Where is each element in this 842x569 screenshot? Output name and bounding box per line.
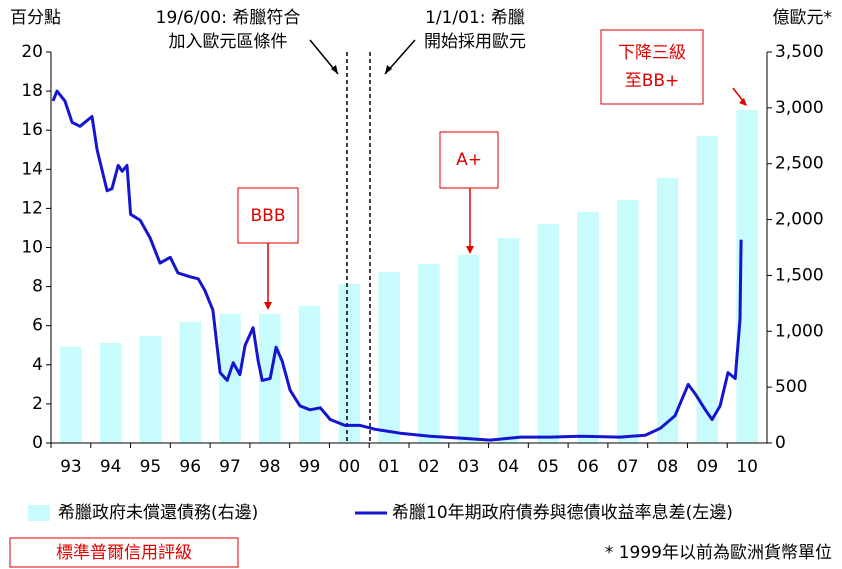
y2-tick-label: 1,500 — [775, 265, 824, 285]
y-tick-label: 20 — [21, 42, 43, 62]
bar — [617, 200, 639, 443]
bar — [378, 272, 400, 443]
rating-label: A+ — [456, 150, 482, 170]
x-tick-label: 08 — [657, 457, 679, 477]
rating-box — [600, 29, 704, 105]
x-tick-label: 99 — [299, 457, 321, 477]
x-tick-label: 03 — [458, 457, 480, 477]
bar — [736, 110, 758, 443]
legend-label: 希臘10年期政府債券與德債收益率息差(左邊) — [392, 503, 733, 523]
event-arrow-head — [385, 65, 392, 74]
ratings-label-box — [9, 537, 239, 568]
bar — [696, 136, 719, 443]
event-label: 開始採用歐元 — [424, 32, 526, 52]
event-label: 19/6/00: 希臘符合 — [156, 8, 301, 28]
x-tick-label: 94 — [100, 457, 122, 477]
rating-arrow-head — [466, 246, 474, 254]
rating-box — [237, 187, 299, 244]
y2-tick-label: 0 — [775, 433, 786, 453]
x-tick-label: 06 — [577, 457, 599, 477]
bar — [60, 346, 82, 443]
bar — [457, 254, 480, 443]
rating-arrow — [732, 87, 744, 102]
ratings-label: 標準普爾信用評級 — [56, 543, 192, 563]
y-tick-label: 8 — [32, 277, 43, 297]
legend-label: 希臘政府未償還債務(右邊) — [58, 503, 258, 523]
x-tick-label: 07 — [617, 457, 639, 477]
x-tick-label: 01 — [378, 457, 400, 477]
y2-tick-label: 500 — [775, 377, 807, 397]
y-axis-label: 百分點 — [10, 8, 61, 28]
legend-swatch — [28, 505, 50, 521]
bar — [497, 238, 520, 443]
x-tick-label: 95 — [140, 457, 162, 477]
x-tick-label: 96 — [179, 457, 201, 477]
rating-label: BBB — [251, 206, 286, 226]
footnote: * 1999年以前為歐洲貨幣單位 — [605, 543, 832, 563]
x-tick-label: 05 — [537, 457, 559, 477]
rating-label: 至BB+ — [625, 71, 680, 91]
y-tick-label: 12 — [21, 198, 43, 218]
rating-arrow-head — [264, 302, 272, 310]
event-label: 加入歐元區條件 — [169, 32, 288, 52]
y2-axis-label: 億歐元* — [773, 8, 833, 28]
rating-arrow-head — [739, 98, 747, 106]
bar — [139, 335, 162, 443]
spread-line — [51, 89, 743, 442]
event-arrow-head — [331, 65, 338, 74]
event-label: 1/1/01: 希臘 — [425, 8, 525, 28]
x-tick-label: 93 — [60, 457, 82, 477]
bar — [537, 224, 559, 443]
bar — [179, 322, 201, 443]
y-tick-label: 18 — [21, 81, 43, 101]
x-tick-label: 02 — [418, 457, 440, 477]
bar — [338, 284, 361, 443]
y2-tick-label: 3,000 — [775, 98, 824, 118]
y2-tick-label: 1,000 — [775, 321, 824, 341]
y-tick-label: 4 — [32, 355, 43, 375]
x-tick-label: 10 — [736, 457, 758, 477]
y-tick-label: 2 — [32, 394, 43, 414]
rating-label: 下降三級 — [618, 43, 686, 63]
y-tick-label: 14 — [21, 159, 43, 179]
y-tick-label: 10 — [21, 238, 43, 258]
y2-tick-label: 2,000 — [775, 210, 824, 230]
x-tick-label: 04 — [498, 457, 520, 477]
bar — [577, 211, 599, 443]
y-tick-label: 6 — [32, 316, 43, 336]
x-tick-label: 00 — [339, 457, 361, 477]
rating-box — [439, 131, 499, 189]
y2-tick-label: 2,500 — [775, 154, 824, 174]
x-tick-label: 97 — [219, 457, 241, 477]
y2-tick-label: 3,500 — [775, 42, 824, 62]
x-tick-label: 98 — [259, 457, 281, 477]
x-tick-label: 09 — [697, 457, 719, 477]
y-tick-label: 0 — [32, 433, 43, 453]
bar — [99, 343, 122, 443]
bar — [418, 264, 440, 443]
bar — [656, 178, 679, 443]
bar — [219, 313, 241, 443]
y-tick-label: 16 — [21, 120, 43, 140]
bar — [298, 306, 321, 443]
